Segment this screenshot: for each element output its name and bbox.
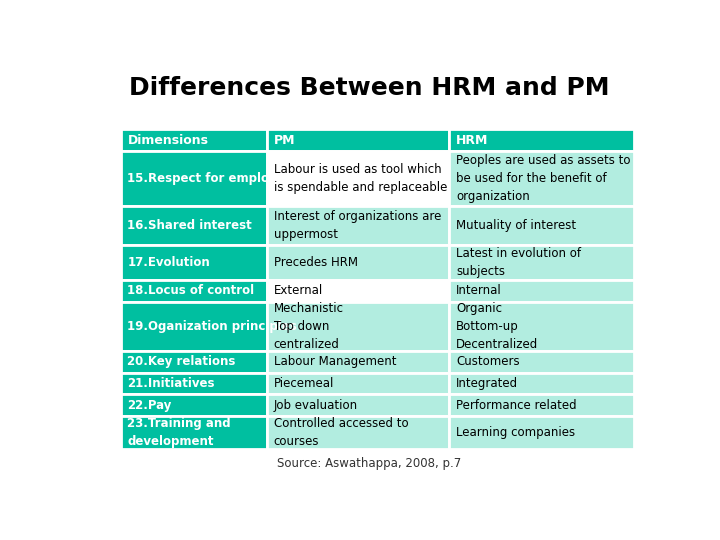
Bar xyxy=(449,373,634,394)
Bar xyxy=(449,129,634,151)
Bar xyxy=(267,280,449,302)
Text: HRM: HRM xyxy=(456,133,488,147)
Text: Mechanistic
Top down
centralized: Mechanistic Top down centralized xyxy=(274,302,343,351)
Text: Source: Aswathappa, 2008, p.7: Source: Aswathappa, 2008, p.7 xyxy=(277,457,461,470)
Text: Controlled accessed to
courses: Controlled accessed to courses xyxy=(274,417,408,448)
Bar xyxy=(121,302,267,351)
Bar xyxy=(449,351,634,373)
Bar xyxy=(267,206,449,245)
Bar xyxy=(267,394,449,416)
Text: Customers: Customers xyxy=(456,355,520,368)
Text: 23.Training and
development: 23.Training and development xyxy=(127,417,231,448)
Bar xyxy=(267,416,449,449)
Text: Organic
Bottom-up
Decentralized: Organic Bottom-up Decentralized xyxy=(456,302,538,351)
Bar xyxy=(449,245,634,280)
Text: 20.Key relations: 20.Key relations xyxy=(127,355,235,368)
Text: Job evaluation: Job evaluation xyxy=(274,399,358,411)
Bar xyxy=(449,302,634,351)
Bar xyxy=(121,351,267,373)
Text: 18.Locus of control: 18.Locus of control xyxy=(127,284,254,298)
Text: Precedes HRM: Precedes HRM xyxy=(274,256,358,269)
Text: External: External xyxy=(274,284,323,298)
Text: 19.Oganization principles: 19.Oganization principles xyxy=(127,320,297,333)
Bar xyxy=(121,280,267,302)
Text: Latest in evolution of
subjects: Latest in evolution of subjects xyxy=(456,247,581,278)
Text: 17.Evolution: 17.Evolution xyxy=(127,256,210,269)
Text: Interest of organizations are
uppermost: Interest of organizations are uppermost xyxy=(274,210,441,241)
Text: 22.Pay: 22.Pay xyxy=(127,399,172,411)
Bar xyxy=(267,302,449,351)
Bar xyxy=(267,351,449,373)
Text: 16.Shared interest: 16.Shared interest xyxy=(127,219,252,232)
Bar xyxy=(267,373,449,394)
Bar xyxy=(267,151,449,206)
Bar xyxy=(121,394,267,416)
Bar xyxy=(449,151,634,206)
Bar xyxy=(121,373,267,394)
Bar xyxy=(449,416,634,449)
Bar xyxy=(121,416,267,449)
Text: 15.Respect for employees: 15.Respect for employees xyxy=(127,172,300,185)
Bar xyxy=(121,245,267,280)
Text: Piecemeal: Piecemeal xyxy=(274,377,334,390)
Text: Labour Management: Labour Management xyxy=(274,355,396,368)
Bar xyxy=(449,280,634,302)
Text: 21.Initiatives: 21.Initiatives xyxy=(127,377,215,390)
Bar xyxy=(449,206,634,245)
Bar xyxy=(121,151,267,206)
Bar xyxy=(449,394,634,416)
Bar xyxy=(121,129,267,151)
Text: Differences Between HRM and PM: Differences Between HRM and PM xyxy=(129,76,609,100)
Bar xyxy=(121,206,267,245)
Text: PM: PM xyxy=(274,133,295,147)
Bar xyxy=(267,245,449,280)
Text: Labour is used as tool which
is spendable and replaceable: Labour is used as tool which is spendabl… xyxy=(274,163,447,194)
Text: Dimensions: Dimensions xyxy=(127,133,208,147)
Text: Peoples are used as assets to
be used for the benefit of
organization: Peoples are used as assets to be used fo… xyxy=(456,154,631,203)
Text: Internal: Internal xyxy=(456,284,502,298)
Text: Integrated: Integrated xyxy=(456,377,518,390)
Text: Learning companies: Learning companies xyxy=(456,426,575,439)
Bar xyxy=(267,129,449,151)
Text: Performance related: Performance related xyxy=(456,399,577,411)
Text: Mutuality of interest: Mutuality of interest xyxy=(456,219,576,232)
